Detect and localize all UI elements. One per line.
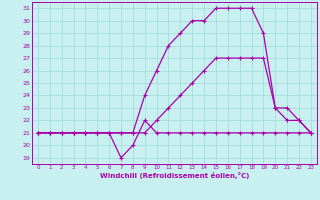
X-axis label: Windchill (Refroidissement éolien,°C): Windchill (Refroidissement éolien,°C) (100, 172, 249, 179)
